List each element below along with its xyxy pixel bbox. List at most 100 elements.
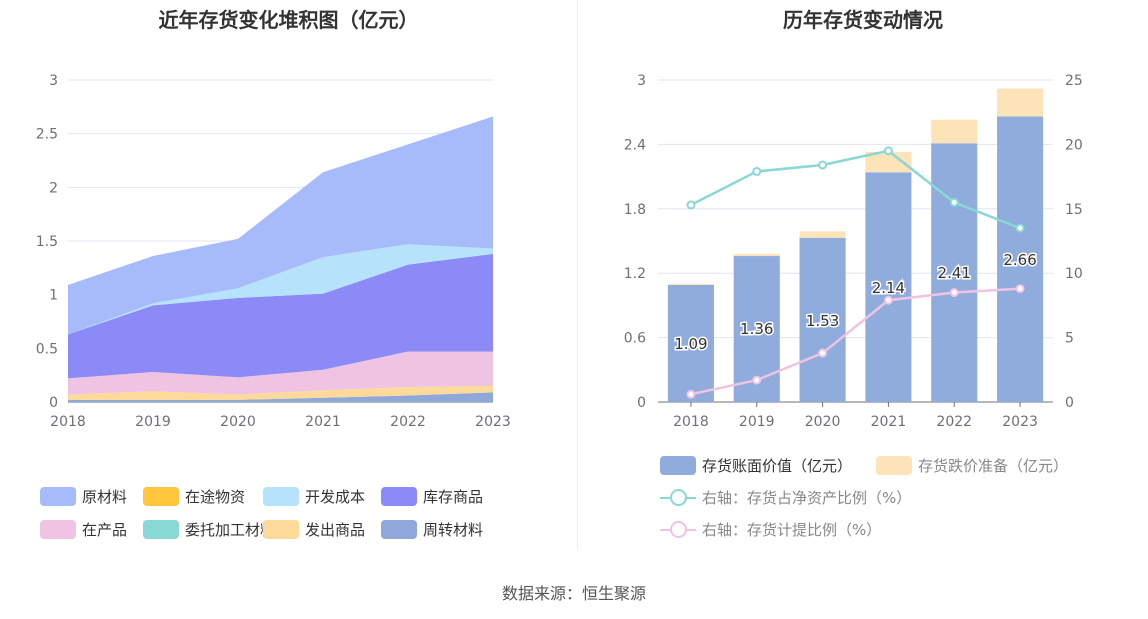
line-point <box>818 348 828 358</box>
bar-impairment <box>733 253 780 257</box>
y-tick-label: 2 <box>49 180 58 196</box>
legend-label: 发出商品 <box>305 521 366 539</box>
line-point <box>1015 223 1025 233</box>
legend-item[interactable]: 开发成本 <box>263 486 365 507</box>
bar-book-value <box>997 116 1044 402</box>
y-tick-label: 3 <box>49 73 58 89</box>
source-note: 数据来源：恒生聚源 <box>501 584 646 603</box>
line-point <box>1015 284 1025 294</box>
legend-label: 右轴：存货计提比例（%） <box>702 521 882 539</box>
legend-item[interactable]: 在途物资 <box>143 486 245 507</box>
legend-label: 周转材料 <box>423 521 484 539</box>
right-y-tick-label: 5 <box>1065 331 1074 347</box>
legend-label: 原材料 <box>82 488 128 506</box>
y-tick-label: 0 <box>49 395 58 411</box>
stacked-area-chart: 0 0.5 1 1.5 2 2.5 3 2018 2019 2020 2021 2022 2023 <box>36 73 511 430</box>
left-y-tick-label: 3 <box>637 73 646 89</box>
legend-item[interactable]: 存货账面价值（亿元） <box>660 455 852 476</box>
area-库存商品 <box>68 253 493 379</box>
bar-book-value <box>931 143 978 402</box>
x-tick-label: 2022 <box>936 414 972 430</box>
x-tick-label: 2023 <box>475 414 511 430</box>
legend-label: 在途物资 <box>185 488 246 506</box>
left-y-tick-label: 0 <box>637 395 646 411</box>
legend-swatch <box>660 456 696 475</box>
x-tick-label: 2023 <box>1002 414 1038 430</box>
legend-item[interactable]: 周转材料 <box>381 519 483 540</box>
right-y-tick-label: 20 <box>1065 137 1083 153</box>
legend-item[interactable]: 右轴：存货计提比例（%） <box>660 519 881 540</box>
line-point <box>752 166 762 176</box>
line-point <box>949 197 959 207</box>
right-chart-title: 历年存货变动情况 <box>783 8 943 32</box>
legend-label: 存货跌价准备（亿元） <box>918 457 1069 475</box>
bar-line-chart: 0 0.6 1.2 1.8 2.4 3 0 5 10 15 20 25 2018 2019 2020 2021… <box>624 73 1083 430</box>
x-tick-label: 2020 <box>220 414 256 430</box>
legend-item[interactable]: 发出商品 <box>263 519 365 540</box>
bar-impairment <box>997 88 1044 117</box>
line-point <box>686 200 696 210</box>
bar-data-label: 2.66 <box>1003 251 1036 269</box>
legend-swatch <box>660 488 696 507</box>
panel-divider <box>577 0 578 550</box>
legend-label: 开发成本 <box>305 488 366 506</box>
legend-swatch <box>660 520 696 539</box>
legend-swatch <box>381 520 417 539</box>
legend-swatch <box>40 520 76 539</box>
legend-label: 存货账面价值（亿元） <box>702 457 853 475</box>
line-point <box>686 389 696 399</box>
left-y-tick-label: 2.4 <box>624 137 646 153</box>
line-point <box>883 295 893 305</box>
line-point <box>818 160 828 170</box>
y-tick-label: 1 <box>49 288 58 304</box>
y-tick-label: 1.5 <box>36 234 58 250</box>
bar-line-chart-panel: 历年存货变动情况 0 0.6 1.2 1.8 2.4 3 0 5 10 15 20 25 2018 201… <box>578 0 1148 550</box>
x-tick-label: 2019 <box>739 414 775 430</box>
left-y-tick-label: 0.6 <box>624 331 646 347</box>
bar-book-value <box>865 172 912 402</box>
bar-impairment <box>799 231 846 238</box>
x-tick-label: 2021 <box>871 414 907 430</box>
line-point <box>949 288 959 298</box>
legend-label: 在产品 <box>82 521 128 539</box>
y-tick-label: 2.5 <box>36 127 58 143</box>
left-chart-title: 近年存货变化堆积图（亿元） <box>158 8 419 32</box>
right-y-tick-label: 25 <box>1065 73 1083 89</box>
legend-swatch <box>876 456 912 475</box>
legend-item[interactable]: 右轴：存货占净资产比例（%） <box>660 487 911 508</box>
left-y-tick-label: 1.8 <box>624 202 646 218</box>
line-series <box>690 149 1021 230</box>
area-原材料 <box>68 116 493 335</box>
stacked-area-chart-panel: 近年存货变化堆积图（亿元） 0 0.5 1 1.5 2 2.5 3 2018 2019 2020 2… <box>0 0 577 550</box>
line-point <box>752 375 762 385</box>
legend-swatch <box>263 520 299 539</box>
x-tick-label: 2021 <box>305 414 341 430</box>
right-y-tick-label: 10 <box>1065 266 1083 282</box>
y-tick-label: 0.5 <box>36 341 58 357</box>
legend-label: 库存商品 <box>423 488 484 506</box>
x-tick-label: 2022 <box>390 414 426 430</box>
bar-impairment <box>865 151 912 173</box>
legend-item[interactable]: 在产品 <box>40 519 127 540</box>
left-y-tick-label: 1.2 <box>624 266 646 282</box>
area-在产品 <box>68 351 493 395</box>
bar-data-label: 1.09 <box>674 335 707 353</box>
x-tick-label: 2020 <box>805 414 841 430</box>
area-周转材料 <box>68 392 493 402</box>
legend-item[interactable]: 原材料 <box>40 486 127 507</box>
bar-data-label: 1.53 <box>806 312 839 330</box>
x-tick-label: 2019 <box>135 414 171 430</box>
bar-book-value <box>799 237 846 402</box>
legend-item[interactable]: 委托加工材料 <box>143 519 275 540</box>
right-y-tick-label: 15 <box>1065 202 1083 218</box>
legend-label: 右轴：存货占净资产比例（%） <box>702 489 912 507</box>
legend-swatch <box>143 520 179 539</box>
legend-item[interactable]: 存货跌价准备（亿元） <box>876 455 1068 476</box>
line-point <box>883 146 893 156</box>
legend-swatch <box>40 487 76 506</box>
legend-item[interactable]: 库存商品 <box>381 486 483 507</box>
line-series <box>690 287 1021 396</box>
bar-data-label: 2.41 <box>938 264 971 282</box>
legend-label: 委托加工材料 <box>185 521 276 539</box>
area-发出商品 <box>68 385 493 400</box>
